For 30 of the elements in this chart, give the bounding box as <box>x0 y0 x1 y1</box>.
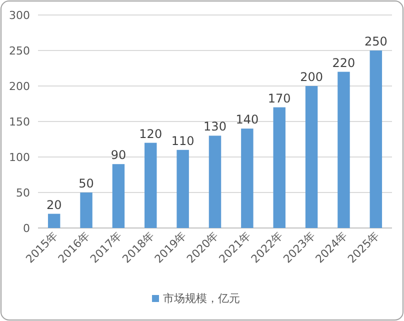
y-tick-label: 100 <box>9 151 30 164</box>
data-label: 170 <box>268 91 291 106</box>
data-label: 140 <box>236 112 259 127</box>
data-label: 220 <box>332 56 356 70</box>
y-tick-label: 0 <box>23 222 30 235</box>
bar <box>273 107 286 228</box>
y-tick-label: 150 <box>9 116 30 128</box>
y-tick-label: 200 <box>9 80 30 93</box>
bar <box>305 86 318 228</box>
data-label: 90 <box>110 148 126 162</box>
bar <box>338 72 350 228</box>
y-tick-label: 300 <box>9 9 30 22</box>
y-tick-label: 50 <box>16 186 30 200</box>
data-label: 50 <box>78 176 94 190</box>
bar <box>176 150 189 228</box>
data-label: 130 <box>204 120 226 134</box>
bar <box>144 142 157 228</box>
data-label: 250 <box>364 34 388 48</box>
bar <box>80 192 92 228</box>
bar <box>241 128 254 228</box>
data-label: 120 <box>139 126 162 141</box>
data-label: 200 <box>300 70 323 84</box>
bar <box>112 164 125 228</box>
bar <box>370 50 382 228</box>
y-tick-label: 250 <box>9 44 30 58</box>
bar <box>208 136 222 228</box>
bar <box>48 214 60 228</box>
legend-label: 市场规模，亿元 <box>163 292 240 305</box>
data-label: 20 <box>46 198 62 212</box>
data-label: 110 <box>171 134 194 148</box>
